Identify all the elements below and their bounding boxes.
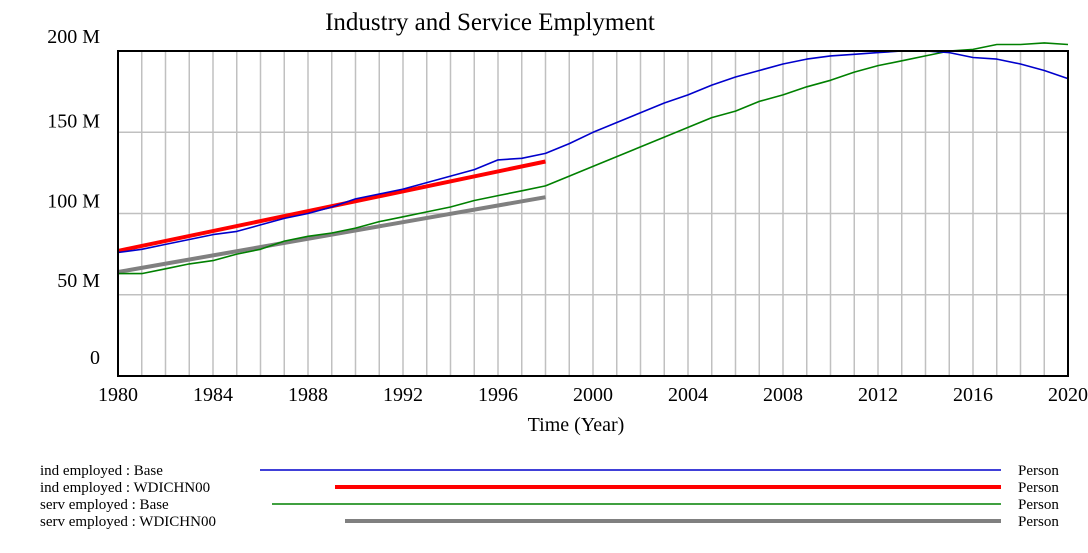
y-axis-ticks: 0 50 M 100 M 150 M 200 M <box>47 26 100 369</box>
legend-unit: Person <box>1018 514 1059 530</box>
x-axis-ticks: 1980 1984 1988 1992 1996 2000 2004 2008 2012 2016… <box>98 384 1088 406</box>
legend-unit: Person <box>1018 497 1059 513</box>
x-axis-label: Time (Year) <box>528 414 625 436</box>
x-tick-label: 1988 <box>288 384 328 406</box>
x-tick-label: 1984 <box>193 384 233 406</box>
x-tick-label: 2000 <box>573 384 613 406</box>
grid <box>118 51 1068 376</box>
y-tick-label: 0 <box>90 347 100 369</box>
legend-unit: Person <box>1018 480 1059 496</box>
y-tick-label: 200 M <box>47 26 100 48</box>
series-line <box>117 195 546 274</box>
y-tick-label: 100 M <box>47 191 100 213</box>
x-tick-label: 2016 <box>953 384 993 406</box>
x-tick-label: 2020 <box>1048 384 1088 406</box>
y-tick-label: 50 M <box>57 270 100 292</box>
legend-unit: Person <box>1018 463 1059 479</box>
x-tick-label: 1992 <box>383 384 423 406</box>
x-tick-label: 2008 <box>763 384 803 406</box>
plot-frame <box>117 50 1069 377</box>
legend-label: ind employed : Base <box>40 463 163 479</box>
x-tick-label: 1996 <box>478 384 518 406</box>
legend-label: ind employed : WDICHN00 <box>40 480 210 496</box>
y-tick-label: 150 M <box>47 110 100 132</box>
legend-label: serv employed : WDICHN00 <box>40 514 216 530</box>
x-tick-label: 2012 <box>858 384 898 406</box>
x-tick-label: 1980 <box>98 384 138 406</box>
legend: ind employed : Base Person ind employed : … <box>40 463 1059 530</box>
series-line <box>118 42 1069 275</box>
x-tick-label: 2004 <box>668 384 708 406</box>
legend-label: serv employed : Base <box>40 497 169 513</box>
chart-title: Industry and Service Emplyment <box>325 9 655 36</box>
